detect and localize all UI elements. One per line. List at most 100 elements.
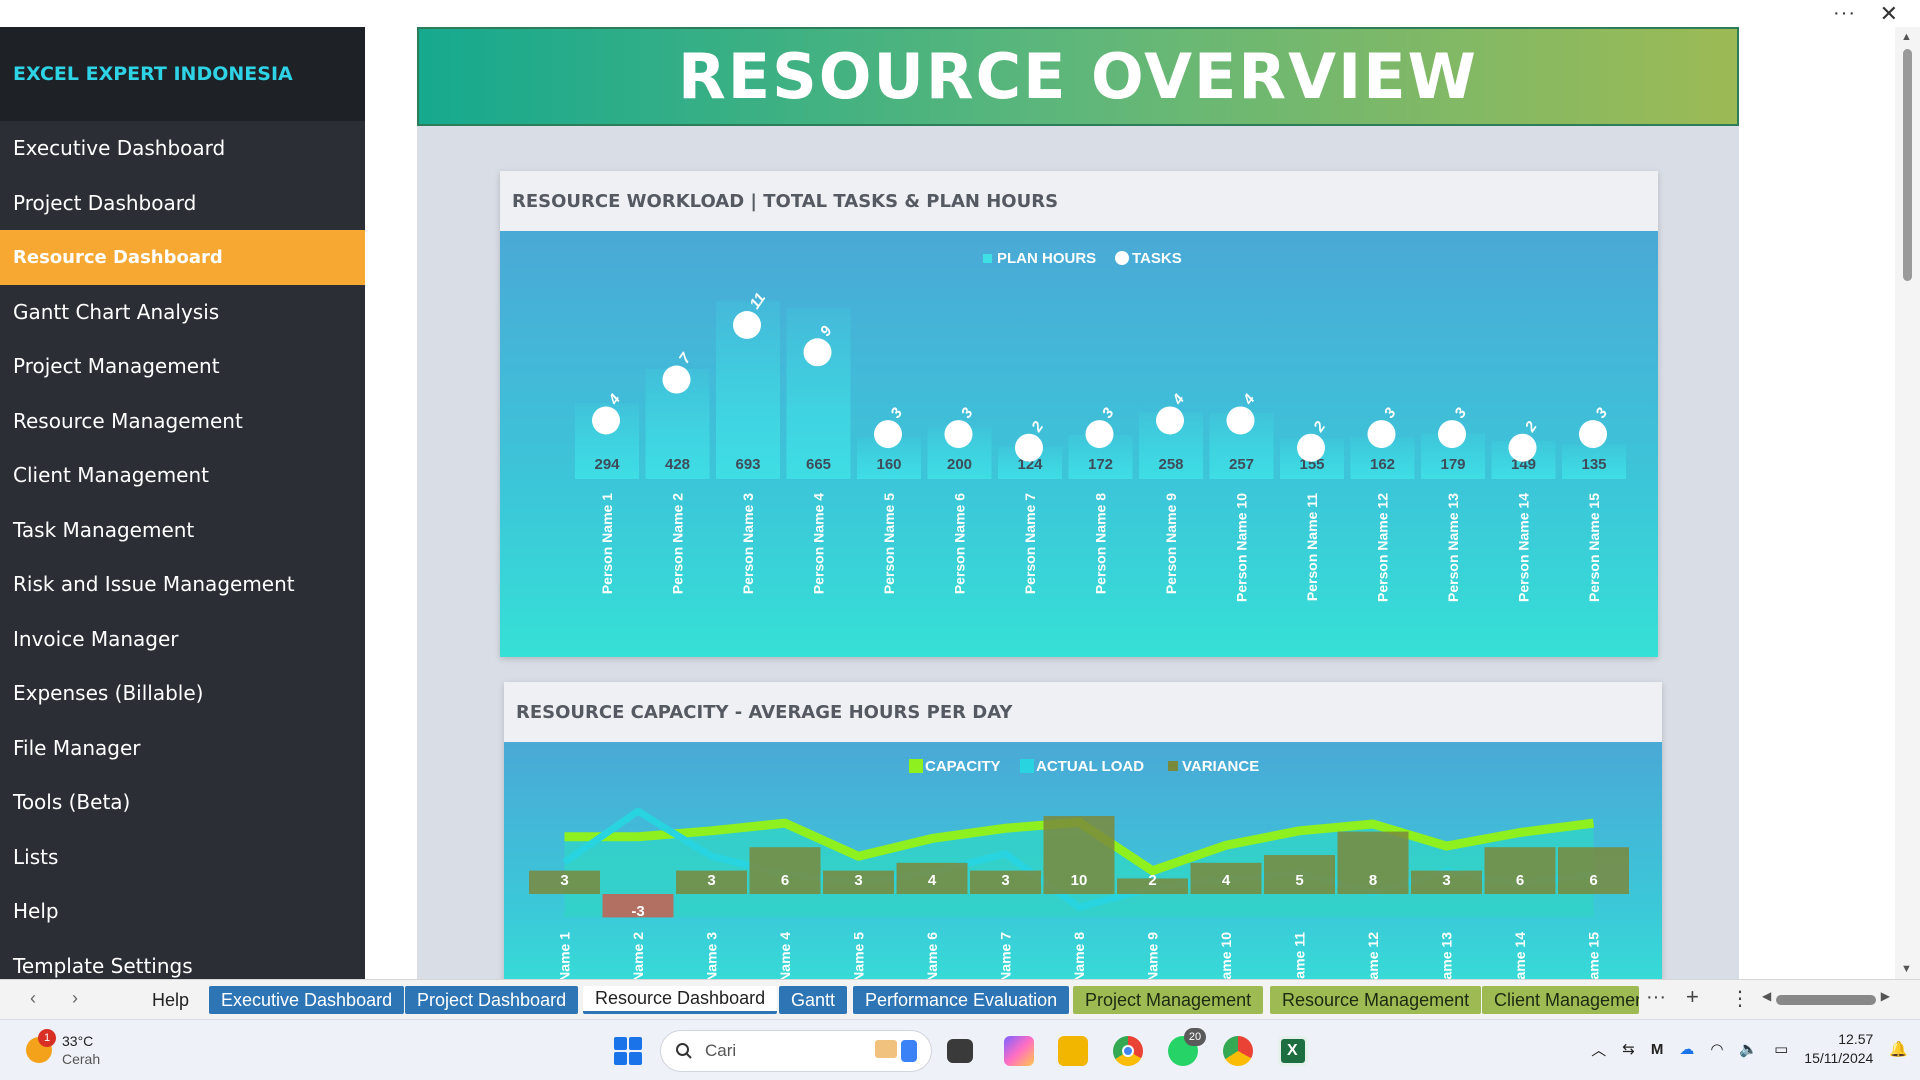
window-title-bar: ··· ✕ bbox=[0, 0, 1920, 27]
gmail-icon[interactable]: M bbox=[1650, 1040, 1664, 1058]
sheet-tab-performance-evaluation[interactable]: Performance Evaluation bbox=[853, 986, 1070, 1014]
sheet-tab-project-dashboard[interactable]: Project Dashboard bbox=[405, 986, 579, 1014]
sidebar-item-client-management[interactable]: Client Management bbox=[13, 463, 210, 488]
sidebar-item-invoice-manager[interactable]: Invoice Manager bbox=[13, 626, 179, 651]
file-explorer-icon[interactable] bbox=[1058, 1036, 1088, 1066]
workload-column: 162 3 Person Name 12 bbox=[1350, 404, 1415, 602]
tasks-label: 3 bbox=[1451, 404, 1470, 421]
sheet-options-icon[interactable]: ⋮ bbox=[1730, 988, 1750, 1010]
category-label: Person Name 4 bbox=[811, 493, 827, 594]
sheet-tab-client-managemer[interactable]: Client Managemer bbox=[1482, 986, 1639, 1014]
tasks-point bbox=[1015, 433, 1043, 462]
copilot-icon[interactable] bbox=[1004, 1036, 1034, 1066]
chevron-left-icon[interactable]: ‹ bbox=[30, 988, 36, 1008]
sidebar-item-template-settings[interactable]: Template Settings bbox=[13, 953, 193, 978]
vertical-scrollbar[interactable]: ▲ ▼ bbox=[1895, 27, 1920, 979]
workload-column: 428 7 Person Name 2 bbox=[645, 350, 710, 594]
tasks-label: 3 bbox=[1592, 404, 1611, 421]
sheet-tab-gantt[interactable]: Gantt bbox=[779, 986, 848, 1014]
scroll-down-icon[interactable]: ▼ bbox=[1901, 963, 1912, 975]
scroll-up-icon[interactable]: ▲ bbox=[1901, 31, 1912, 43]
capacity-legend: CAPACITY ACTUAL LOAD VARIANCE bbox=[909, 758, 1259, 775]
wifi-icon[interactable]: ◠ bbox=[1710, 1041, 1724, 1058]
variance-column: 3 Name 7 bbox=[970, 870, 1041, 979]
task-view-icon[interactable] bbox=[947, 1039, 973, 1063]
sidebar-item-file-manager[interactable]: File Manager bbox=[13, 735, 141, 760]
sheet-tab-executive-dashboard[interactable]: Executive Dashboard bbox=[209, 986, 405, 1014]
hscroll-thumb[interactable] bbox=[1776, 995, 1876, 1005]
sidebar-item-executive-dashboard[interactable]: Executive Dashboard bbox=[13, 136, 226, 161]
horizontal-scrollbar[interactable]: ◀ ▶ bbox=[1762, 989, 1890, 1007]
capacity-card-title: RESOURCE CAPACITY - AVERAGE HOURS PER DA… bbox=[504, 682, 1662, 742]
capacity-plot: CAPACITY ACTUAL LOAD VARIANCE 3 Name 1 -3 Name… bbox=[504, 742, 1662, 979]
weather-description: Cerah bbox=[62, 1051, 101, 1067]
variance-column: 3 Name 13 bbox=[1411, 870, 1482, 979]
category-label: Person Name 1 bbox=[599, 493, 615, 594]
variance-column: 2 Name 9 bbox=[1117, 872, 1188, 979]
whatsapp-icon[interactable]: 20 bbox=[1168, 1028, 1206, 1066]
workload-legend: PLAN HOURS TASKS bbox=[983, 250, 1182, 267]
variance-column: 5 Name 11 bbox=[1264, 855, 1335, 979]
chevron-right-icon[interactable]: › bbox=[72, 988, 78, 1008]
sidebar-item-expenses-billable[interactable]: Expenses (Billable) bbox=[13, 681, 204, 706]
sidebar-item-help[interactable]: Help bbox=[13, 899, 59, 924]
sheet-tab-resource-dashboard[interactable]: Resource Dashboard bbox=[583, 986, 778, 1014]
variance-bar bbox=[529, 870, 600, 894]
clock[interactable]: 12.57 15/11/2024 bbox=[1804, 1030, 1873, 1068]
plan-hours-label: 200 bbox=[947, 456, 972, 473]
scroll-right-icon[interactable]: ▶ bbox=[1880, 989, 1890, 1003]
excel-icon[interactable]: X bbox=[1278, 1036, 1308, 1066]
variance-column: 8 Name 12 bbox=[1337, 831, 1409, 979]
category-label: Name 9 bbox=[1145, 932, 1161, 979]
tasks-point bbox=[1156, 406, 1184, 435]
add-sheet-icon[interactable]: + bbox=[1686, 984, 1699, 1009]
chevron-up-icon[interactable]: ︿ bbox=[1591, 1041, 1607, 1059]
variance-label: -3 bbox=[631, 903, 644, 920]
category-label: Person Name 8 bbox=[1093, 493, 1109, 594]
tasks-point bbox=[1226, 406, 1255, 435]
more-sheets-icon[interactable]: ··· bbox=[1646, 986, 1666, 1008]
variance-column: -3 Name 2 bbox=[602, 894, 674, 979]
sidebar-item-lists[interactable]: Lists bbox=[13, 844, 59, 869]
battery-icon[interactable]: ▭ bbox=[1774, 1041, 1789, 1058]
notifications-icon[interactable]: 🔔 bbox=[1889, 1041, 1908, 1058]
close-button[interactable]: ✕ bbox=[1879, 1, 1898, 26]
chrome-icon[interactable] bbox=[1113, 1036, 1143, 1066]
sidebar-item-tools-beta[interactable]: Tools (Beta) bbox=[13, 790, 131, 815]
category-label: Name 7 bbox=[998, 932, 1014, 979]
weather-sun-icon: 1 bbox=[26, 1029, 56, 1063]
onedrive-icon[interactable]: ☁ bbox=[1679, 1041, 1695, 1058]
sheet-tab-help[interactable]: Help bbox=[152, 989, 190, 1010]
brand-header: EXCEL EXPERT INDONESIA bbox=[0, 27, 365, 121]
more-options-button[interactable]: ··· bbox=[1833, 2, 1856, 24]
category-label: Person Name 9 bbox=[1163, 493, 1179, 594]
scroll-left-icon[interactable]: ◀ bbox=[1762, 989, 1772, 1003]
sidebar-item-gantt-chart-analysis[interactable]: Gantt Chart Analysis bbox=[13, 299, 220, 324]
sheet-tab-project-management[interactable]: Project Management bbox=[1073, 986, 1264, 1014]
legend-swatch-actual-load bbox=[1020, 759, 1034, 773]
category-label: Person Name 5 bbox=[881, 493, 897, 594]
volume-icon[interactable]: 🔈 bbox=[1739, 1041, 1759, 1058]
sidebar-item-resource-management[interactable]: Resource Management bbox=[13, 408, 243, 433]
variance-column: 3 Name 5 bbox=[823, 870, 894, 979]
tasks-label: 4 bbox=[1169, 391, 1189, 409]
plan-hours-label: 172 bbox=[1088, 456, 1113, 473]
variance-label: 4 bbox=[928, 872, 937, 889]
taskbar-search[interactable]: Cari bbox=[660, 1030, 932, 1072]
scrollbar-thumb[interactable] bbox=[1903, 49, 1912, 281]
sidebar-item-project-dashboard[interactable]: Project Dashboard bbox=[13, 190, 197, 215]
sidebar-item-project-management[interactable]: Project Management bbox=[13, 354, 220, 379]
network-settings-icon[interactable]: ⇆ bbox=[1622, 1041, 1635, 1058]
sidebar-item-resource-dashboard[interactable]: Resource Dashboard bbox=[0, 230, 365, 285]
start-button[interactable] bbox=[614, 1037, 642, 1065]
sidebar-item-risk-and-issue-management[interactable]: Risk and Issue Management bbox=[13, 572, 295, 597]
sidebar-item-task-management[interactable]: Task Management bbox=[13, 517, 195, 542]
plan-hours-label: 160 bbox=[876, 456, 901, 473]
sidebar: EXCEL EXPERT INDONESIA Executive Dashboa… bbox=[0, 27, 365, 979]
variance-column: 10 Name 8 bbox=[1043, 816, 1115, 979]
sheet-tab-resource-management[interactable]: Resource Management bbox=[1270, 986, 1482, 1014]
variance-label: 3 bbox=[707, 872, 715, 889]
weather-widget[interactable]: 1 33°C Cerah bbox=[26, 1029, 101, 1068]
chrome-profile-icon[interactable] bbox=[1223, 1036, 1253, 1066]
